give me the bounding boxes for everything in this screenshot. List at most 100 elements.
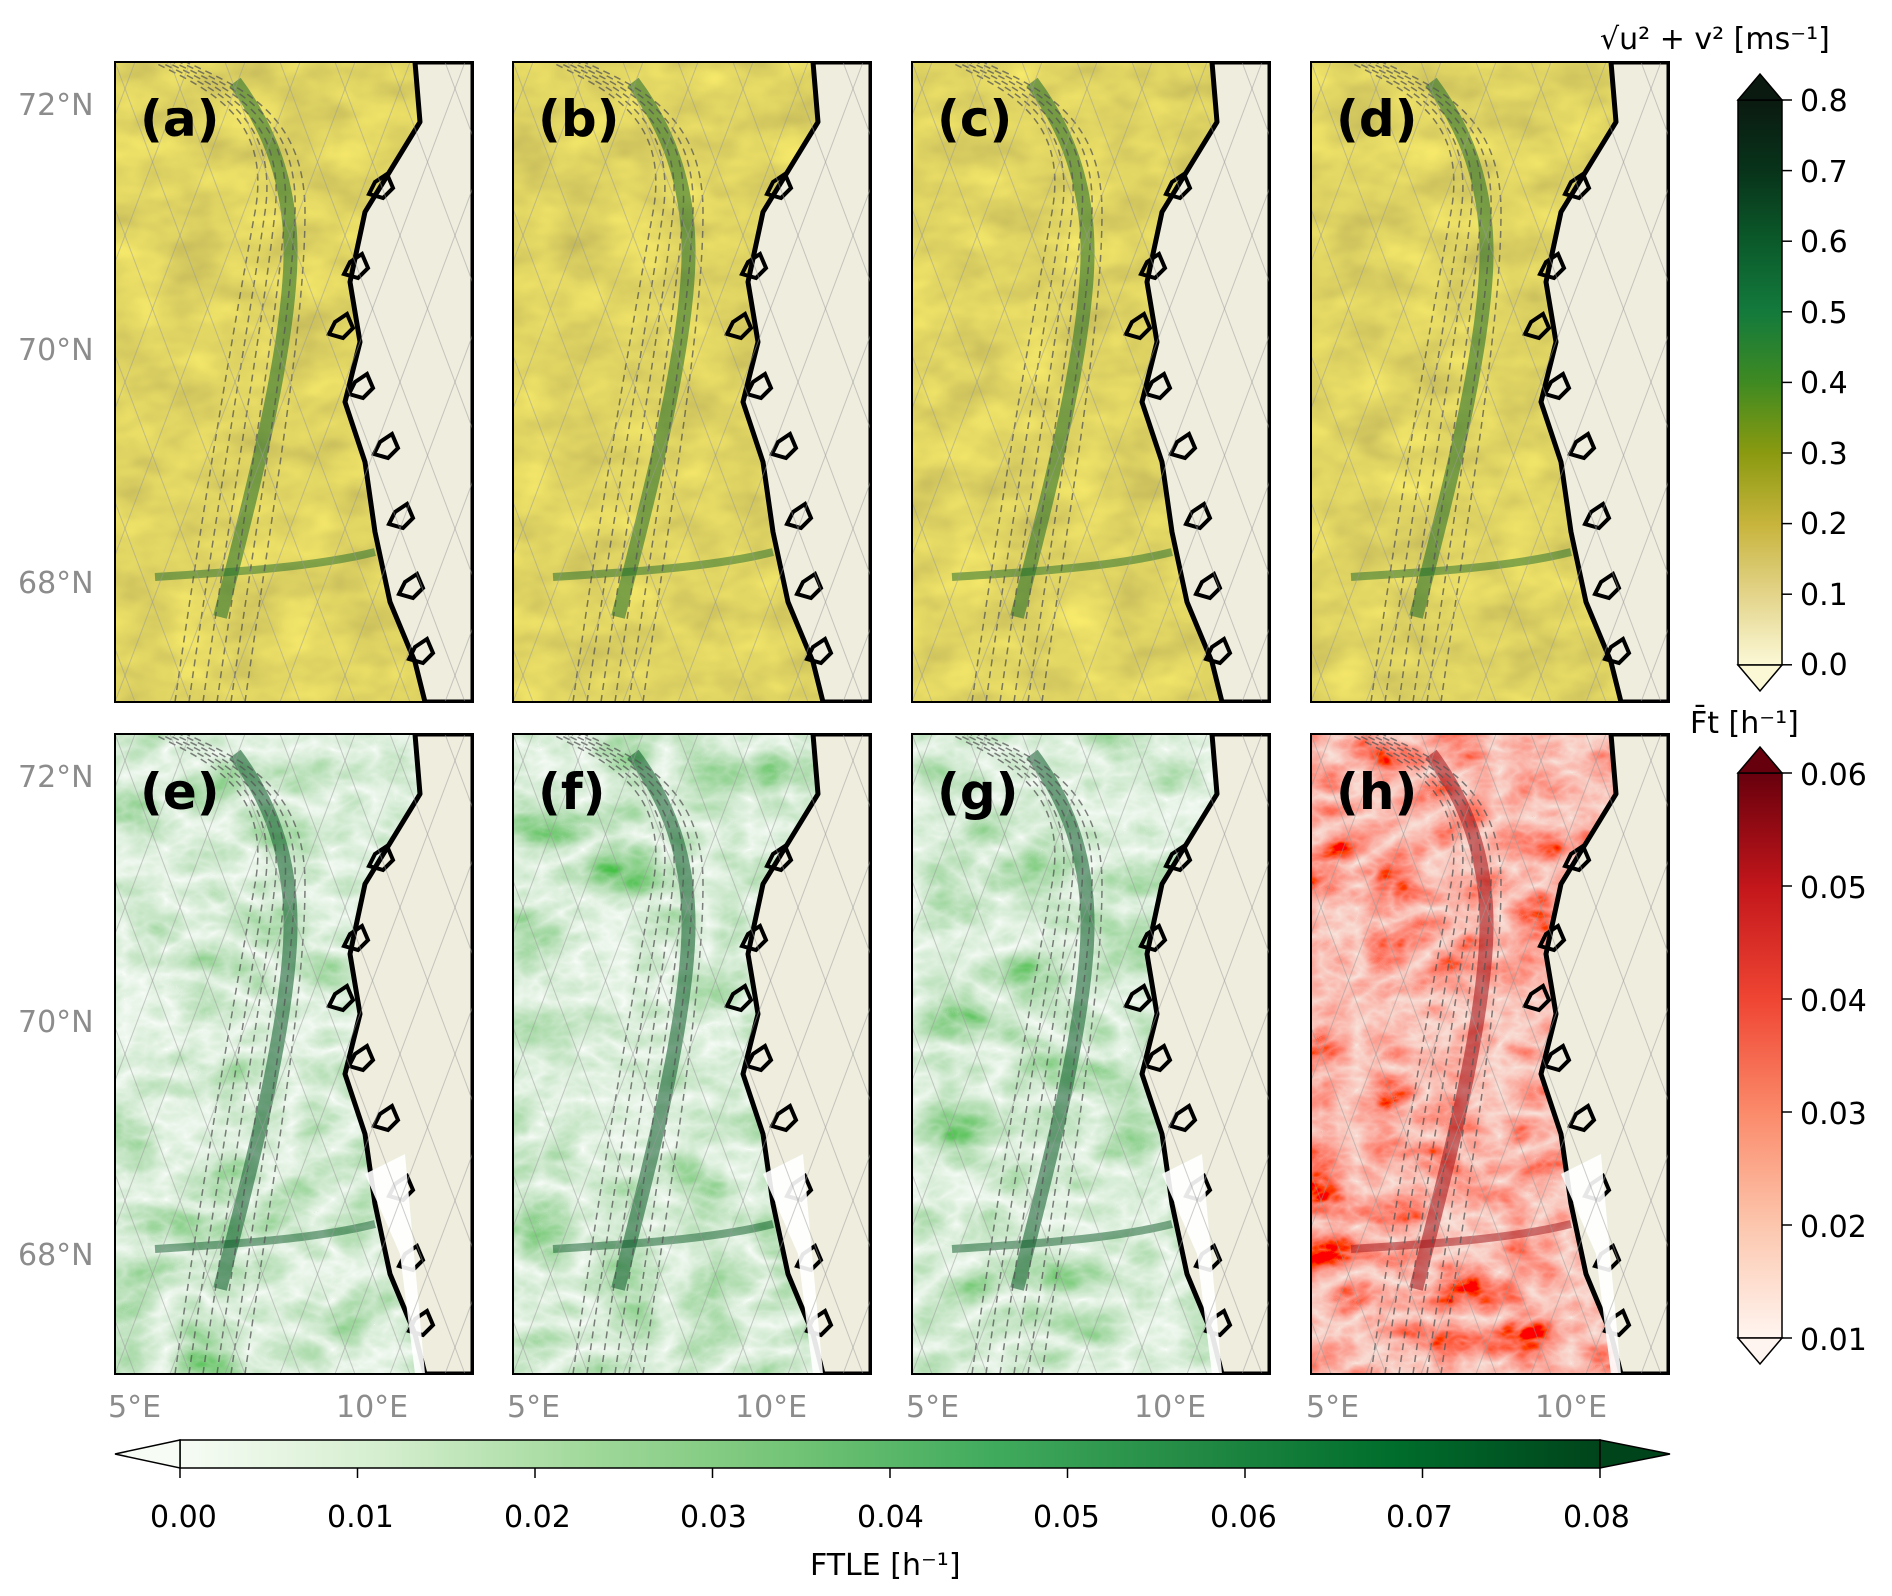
island-outline	[1592, 571, 1622, 601]
lat-tick-row2-72: 72°N	[18, 760, 94, 795]
current-band	[1409, 77, 1494, 619]
graticule-line	[169, 62, 411, 702]
no-data-area	[763, 1154, 823, 1374]
graticule-line	[513, 1025, 644, 1374]
graticule-line	[1585, 479, 1669, 702]
graticule-line	[912, 1025, 1043, 1374]
graticule-line	[1311, 500, 1387, 702]
lat-tick-row1-70: 70°N	[18, 333, 94, 368]
graticule-line	[1696, 734, 1892, 1374]
graticule-line	[1696, 62, 1892, 702]
current-band	[951, 548, 1173, 581]
island-outline	[1168, 431, 1198, 461]
graticule-line	[513, 879, 699, 1374]
panel-frame	[1310, 61, 1670, 703]
island-outline	[1562, 171, 1592, 201]
panel-frame	[512, 61, 872, 703]
graticule-line	[0, 62, 25, 702]
ftle-tick-label: 0.04	[857, 1500, 924, 1535]
graticule-line	[115, 207, 301, 702]
current-band	[611, 77, 696, 619]
panel-label-c: (c)	[937, 90, 1013, 148]
lat-tick-row1-68: 68°N	[18, 566, 94, 601]
mean-ft-tick-label: 0.05	[1800, 871, 1867, 906]
graticule-line	[912, 734, 1153, 1374]
current-band	[213, 77, 298, 619]
island-outline	[1193, 571, 1223, 601]
speed-tick-label: 0.3	[1800, 437, 1848, 472]
ftle-tick-label: 0.07	[1386, 1500, 1453, 1535]
colorbar-extend-max	[1736, 745, 1784, 774]
no-data-area	[365, 1154, 425, 1374]
graticule-line	[115, 734, 191, 936]
graticule-line	[1861, 734, 1892, 1374]
ftle-tick-label: 0.08	[1563, 1500, 1630, 1535]
graticule-line	[389, 479, 473, 702]
mean-ft-colorbar	[1736, 745, 1792, 1366]
graticule-line	[677, 734, 871, 1251]
island-outline	[1537, 923, 1567, 953]
graticule-line	[279, 62, 473, 579]
graticule-line	[389, 734, 473, 957]
land-coastline	[740, 62, 871, 702]
panel-label-g: (g)	[937, 763, 1019, 821]
graticule-line	[115, 500, 191, 702]
island-outline	[366, 171, 396, 201]
graticule-line	[1311, 1172, 1387, 1374]
island-outline	[1143, 371, 1173, 401]
graticule-line	[1311, 1025, 1442, 1374]
speed-tick-label: 0.8	[1800, 84, 1848, 119]
graticule-line	[115, 62, 356, 702]
graticule-line	[1585, 1151, 1669, 1374]
graticule-line	[1131, 62, 1270, 432]
current-band	[1350, 1220, 1572, 1253]
graticule-line	[912, 62, 1153, 702]
graticule-line	[224, 62, 466, 702]
graticule-line	[1311, 734, 1387, 936]
lat-tick-row2-70: 70°N	[18, 1005, 94, 1040]
graticule-line	[115, 734, 356, 1374]
island-outline	[794, 1243, 824, 1273]
land-coastline	[1538, 62, 1669, 702]
panel-label-a: (a)	[140, 90, 220, 148]
island-outline	[764, 171, 794, 201]
graticule-line	[677, 62, 871, 579]
graticule-line	[787, 734, 871, 957]
graticule-line	[1420, 62, 1662, 702]
current-band	[552, 1220, 774, 1253]
graticule-line	[1861, 62, 1892, 702]
graticule-line	[1076, 62, 1270, 579]
graticule-line	[966, 62, 1208, 702]
mean-ft-tick-label: 0.04	[1800, 984, 1867, 1019]
island-outline	[739, 251, 769, 281]
map-panel-c	[911, 61, 1271, 703]
island-outline	[1143, 1043, 1173, 1073]
island-outline	[1193, 1243, 1223, 1273]
mean-ft-tick-label: 0.03	[1800, 1097, 1867, 1132]
island-outline	[769, 1103, 799, 1133]
graticule-line	[787, 479, 871, 702]
panel-frame	[1310, 733, 1670, 1375]
graticule-line	[1806, 734, 1892, 1374]
panel-frame	[114, 733, 474, 1375]
graticule-line	[1311, 734, 1552, 1374]
graticule-line	[513, 500, 589, 702]
island-outline	[1203, 636, 1233, 666]
graticule-line	[0, 734, 25, 1374]
panel-frame	[911, 61, 1271, 703]
lon-tick-h-5: 5°E	[1306, 1390, 1360, 1425]
lon-tick-h-10: 10°E	[1535, 1390, 1608, 1425]
graticule-line	[389, 62, 473, 285]
current-band	[213, 749, 298, 1291]
mean-ft-tick-label: 0.02	[1800, 1210, 1867, 1245]
island-outline	[1522, 311, 1552, 341]
graticule-line	[1696, 734, 1892, 1374]
graticule-line	[334, 734, 473, 1104]
graticule-line	[0, 62, 80, 702]
current-band	[1350, 548, 1572, 581]
graticule-line	[912, 62, 988, 264]
island-outline	[1602, 636, 1632, 666]
ftle-tick-label: 0.00	[150, 1500, 217, 1535]
mean-ft-tick-label: 0.06	[1800, 758, 1867, 793]
